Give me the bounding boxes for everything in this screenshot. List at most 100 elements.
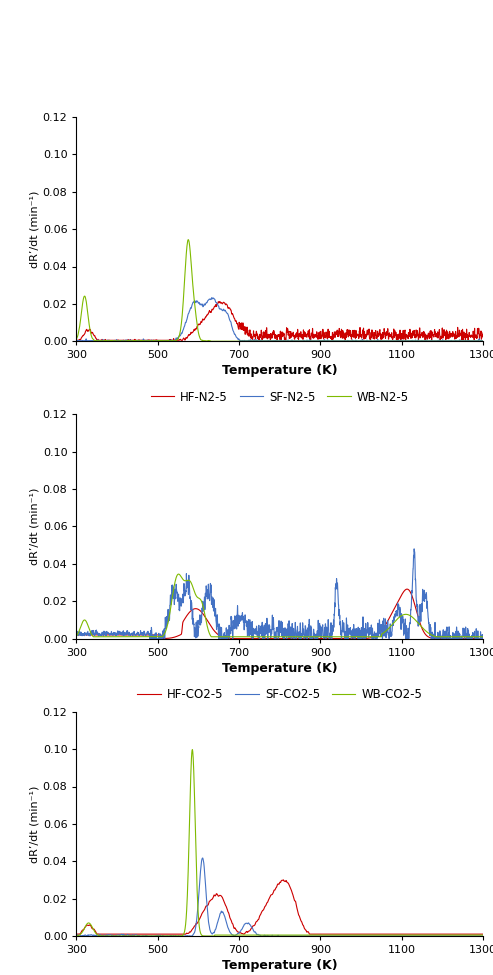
X-axis label: Temperature (K): Temperature (K) [222, 662, 338, 675]
HF-N2-5 [428, 333, 434, 345]
WB-CO2-5 [73, 630, 79, 642]
SF-CO2-5 [230, 628, 236, 640]
SF-N2-5 [480, 334, 486, 346]
SF-Air-5 [247, 919, 253, 931]
WB-Air-5 [120, 930, 126, 942]
WB-N2-5 [73, 333, 79, 345]
HF-CO2-5 [120, 629, 126, 641]
HF-CO2-5 [472, 633, 478, 644]
SF-N2-5 [73, 334, 79, 346]
WB-Air-5 [146, 930, 152, 942]
SF-CO2-5 [480, 633, 486, 644]
SF-Air-5 [200, 852, 206, 864]
SF-CO2-5 [428, 630, 434, 642]
HF-N2-5 [73, 334, 79, 346]
SF-Air-5 [480, 930, 486, 942]
SF-Air-5 [79, 930, 85, 942]
WB-Air-5 [480, 929, 486, 941]
WB-Air-5 [189, 744, 195, 756]
WB-CO2-5 [176, 568, 181, 580]
SF-N2-5 [209, 292, 215, 303]
HF-Air-5 [281, 874, 286, 885]
SF-N2-5 [120, 334, 126, 346]
WB-N2-5 [470, 335, 476, 347]
WB-CO2-5 [230, 631, 236, 643]
HF-CO2-5 [144, 629, 150, 641]
SF-CO2-5 [472, 633, 478, 644]
HF-CO2-5 [229, 633, 235, 644]
Y-axis label: dR’/dt (min⁻¹): dR’/dt (min⁻¹) [30, 488, 40, 566]
Y-axis label: dR’/dt (min⁻¹): dR’/dt (min⁻¹) [30, 785, 40, 863]
SF-CO2-5 [147, 633, 153, 644]
HF-Air-5 [229, 917, 235, 929]
HF-CO2-5 [404, 583, 410, 595]
WB-Air-5 [472, 929, 478, 941]
WB-CO2-5 [472, 631, 478, 643]
Line: HF-Air-5: HF-Air-5 [76, 879, 483, 934]
WB-N2-5 [472, 335, 478, 347]
SF-Air-5 [428, 930, 434, 942]
SF-CO2-5 [247, 621, 253, 633]
SF-CO2-5 [120, 629, 126, 641]
Line: WB-N2-5: WB-N2-5 [76, 240, 483, 341]
WB-CO2-5 [120, 631, 126, 643]
WB-N2-5 [230, 335, 236, 347]
HF-Air-5 [144, 928, 150, 940]
WB-CO2-5 [90, 631, 96, 643]
HF-CO2-5 [247, 633, 253, 644]
HF-Air-5 [120, 928, 126, 940]
X-axis label: Temperature (K): Temperature (K) [222, 959, 338, 972]
Line: SF-N2-5: SF-N2-5 [76, 297, 483, 340]
HF-Air-5 [428, 928, 434, 940]
HF-N2-5 [247, 327, 253, 338]
Line: HF-N2-5: HF-N2-5 [76, 301, 483, 340]
SF-Air-5 [144, 930, 150, 942]
SF-CO2-5 [411, 543, 417, 555]
SF-Air-5 [230, 929, 236, 941]
WB-N2-5 [144, 334, 150, 346]
HF-CO2-5 [73, 629, 79, 641]
HF-CO2-5 [295, 633, 301, 644]
WB-Air-5 [73, 930, 79, 942]
Line: WB-Air-5: WB-Air-5 [76, 750, 483, 936]
SF-CO2-5 [73, 628, 79, 640]
WB-N2-5 [247, 335, 253, 347]
SF-N2-5 [472, 334, 478, 346]
WB-CO2-5 [480, 631, 486, 643]
HF-Air-5 [73, 928, 79, 940]
WB-N2-5 [120, 335, 126, 347]
WB-N2-5 [428, 335, 434, 347]
HF-N2-5 [144, 334, 150, 346]
WB-CO2-5 [144, 631, 150, 643]
HF-N2-5 [472, 332, 478, 343]
HF-N2-5 [480, 327, 486, 338]
HF-Air-5 [247, 924, 253, 936]
WB-N2-5 [185, 234, 191, 246]
X-axis label: Temperature (K): Temperature (K) [222, 365, 338, 377]
WB-Air-5 [247, 929, 253, 941]
HF-CO2-5 [428, 632, 434, 644]
Line: WB-CO2-5: WB-CO2-5 [76, 574, 483, 637]
HF-N2-5 [230, 308, 236, 320]
SF-CO2-5 [144, 627, 150, 639]
Legend: HF-CO2-5, SF-CO2-5, WB-CO2-5: HF-CO2-5, SF-CO2-5, WB-CO2-5 [138, 688, 422, 701]
SF-N2-5 [428, 334, 434, 346]
HF-CO2-5 [480, 633, 486, 644]
Y-axis label: dR’/dt (min⁻¹): dR’/dt (min⁻¹) [30, 190, 40, 268]
WB-Air-5 [230, 929, 236, 941]
SF-N2-5 [144, 334, 150, 346]
SF-N2-5 [230, 324, 236, 335]
WB-Air-5 [428, 929, 434, 941]
SF-N2-5 [247, 334, 253, 346]
Line: SF-CO2-5: SF-CO2-5 [76, 549, 483, 639]
HF-Air-5 [480, 928, 486, 940]
Line: SF-Air-5: SF-Air-5 [76, 858, 483, 936]
WB-Air-5 [144, 930, 150, 942]
SF-Air-5 [120, 930, 126, 942]
HF-N2-5 [217, 295, 223, 307]
WB-CO2-5 [247, 631, 253, 643]
Legend: HF-N2-5, SF-N2-5, WB-N2-5: HF-N2-5, SF-N2-5, WB-N2-5 [150, 391, 409, 404]
HF-N2-5 [120, 334, 126, 346]
Line: HF-CO2-5: HF-CO2-5 [76, 589, 483, 639]
SF-Air-5 [472, 930, 478, 942]
